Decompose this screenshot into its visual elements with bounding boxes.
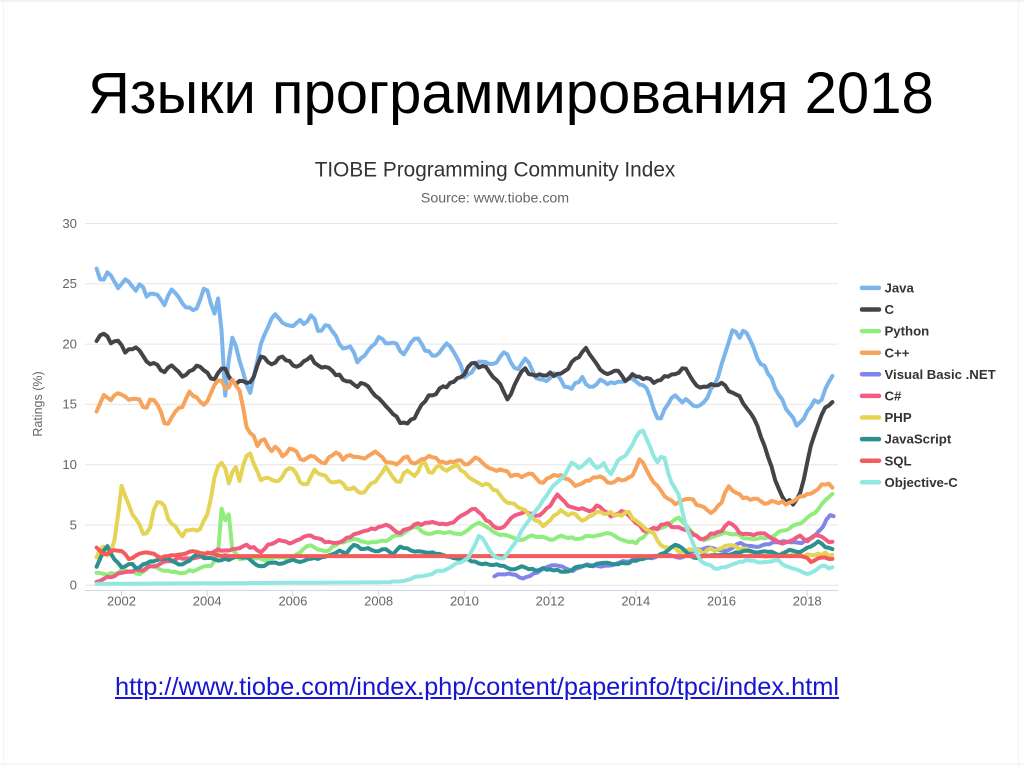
svg-text:2008: 2008 bbox=[364, 594, 393, 609]
svg-text:2002: 2002 bbox=[107, 594, 136, 609]
svg-text:20: 20 bbox=[62, 336, 77, 351]
svg-text:2004: 2004 bbox=[193, 594, 222, 609]
svg-text:30: 30 bbox=[62, 216, 77, 231]
svg-text:Ratings (%): Ratings (%) bbox=[31, 371, 45, 436]
svg-text:25: 25 bbox=[62, 276, 77, 291]
svg-text:C++: C++ bbox=[885, 345, 910, 360]
svg-text:JavaScript: JavaScript bbox=[885, 432, 952, 447]
svg-text:10: 10 bbox=[62, 457, 77, 472]
svg-text:SQL: SQL bbox=[885, 453, 912, 468]
svg-text:15: 15 bbox=[62, 397, 77, 412]
svg-text:2006: 2006 bbox=[278, 594, 307, 609]
svg-text:2016: 2016 bbox=[707, 594, 736, 609]
svg-text:TIOBE Programming Community In: TIOBE Programming Community Index bbox=[315, 159, 676, 182]
svg-text:PHP: PHP bbox=[885, 410, 912, 425]
svg-text:2010: 2010 bbox=[450, 594, 479, 609]
svg-text:C#: C# bbox=[885, 389, 903, 404]
svg-text:0: 0 bbox=[70, 578, 77, 593]
svg-text:Python: Python bbox=[885, 324, 930, 339]
svg-text:C: C bbox=[885, 302, 895, 317]
svg-text:2012: 2012 bbox=[536, 594, 565, 609]
svg-text:5: 5 bbox=[70, 517, 77, 532]
svg-text:Source: www.tiobe.com: Source: www.tiobe.com bbox=[421, 190, 569, 206]
svg-text:Visual Basic .NET: Visual Basic .NET bbox=[885, 367, 996, 382]
svg-text:2014: 2014 bbox=[621, 594, 650, 609]
svg-text:Objective-C: Objective-C bbox=[885, 475, 959, 490]
svg-text:Java: Java bbox=[885, 281, 915, 296]
svg-text:2018: 2018 bbox=[793, 594, 822, 609]
